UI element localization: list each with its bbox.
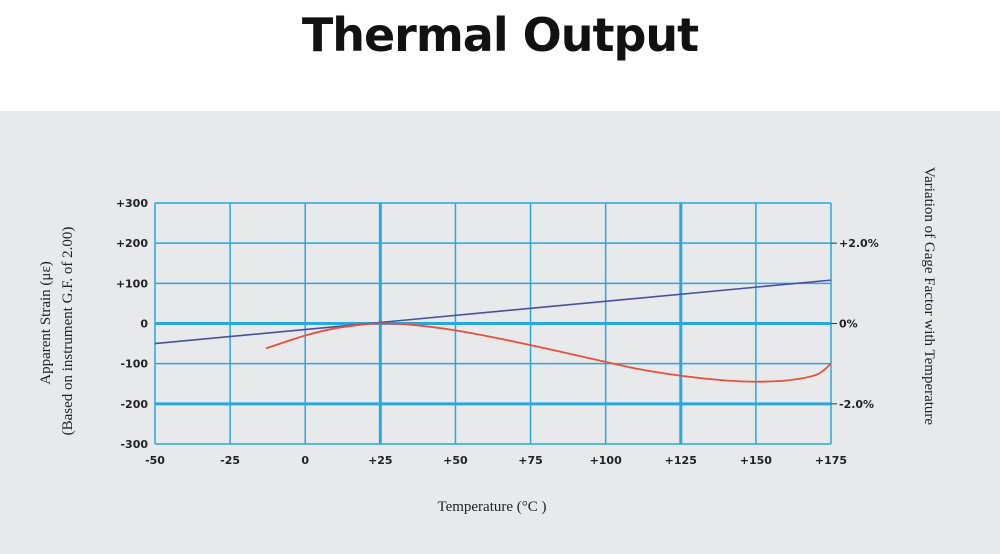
thermal-output-chart: +300 +200 +100 0 -100 -200 -300 -50 -25 0 +25 +50 +7… xyxy=(38,167,937,515)
x-tick-label: +100 xyxy=(590,454,623,467)
y2-tick-label: +2.0% xyxy=(839,237,879,250)
y-tick-label: -200 xyxy=(120,398,148,411)
y-axis-label: Apparent Strain (με) xyxy=(38,261,54,384)
x-tick-label: +75 xyxy=(518,454,543,467)
x-tick-label: +150 xyxy=(740,454,773,467)
chart-panel: +300 +200 +100 0 -100 -200 -300 -50 -25 0 +25 +50 +7… xyxy=(0,111,1000,554)
y-axis-label-line2: (Based on instrument G.F. of 2.00) xyxy=(60,227,76,436)
y2-tick-label: 0% xyxy=(839,318,858,331)
y2-tick-label: -2.0% xyxy=(839,398,874,411)
y-tick-label: -300 xyxy=(120,438,148,451)
y-tick-label: -100 xyxy=(120,358,148,371)
x-tick-label: 0 xyxy=(301,454,309,467)
x-tick-label: +125 xyxy=(665,454,697,467)
y-tick-label: +100 xyxy=(116,277,149,290)
y2-axis-label: Variation of Gage Factor with Temperatur… xyxy=(921,167,937,426)
y-tick-label: 0 xyxy=(140,318,148,331)
gage-factor-line xyxy=(154,279,832,345)
y-tick-label: +300 xyxy=(116,197,149,210)
y-axis-label-line2-wrap: (Based on instrument G.F. of 2.00) xyxy=(60,227,76,436)
x-tick-label: -25 xyxy=(220,454,240,467)
x-axis-label: Temperature (°C ) xyxy=(437,499,546,515)
x-tick-label: +175 xyxy=(815,454,847,467)
page-title: Thermal Output xyxy=(301,8,699,62)
x-tick-label: +25 xyxy=(368,454,393,467)
x-tick-label: +50 xyxy=(443,454,468,467)
apparent-strain-curve xyxy=(265,322,832,383)
x-tick-label: -50 xyxy=(145,454,165,467)
y-axis-label-line1: Apparent Strain (με) xyxy=(38,261,54,384)
y-tick-label: +200 xyxy=(116,237,149,250)
